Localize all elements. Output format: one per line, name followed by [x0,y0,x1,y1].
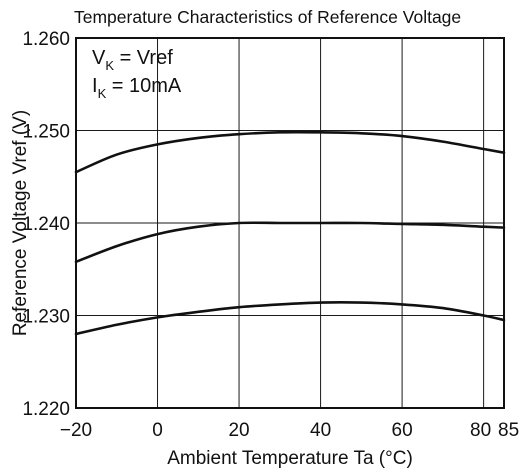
condition-ik: IK = 10mA [92,75,182,101]
x-tick-label: 40 [310,420,331,441]
condition-vk-value: = Vref [114,47,173,69]
y-tick-label: 1.230 [22,307,70,328]
condition-ik-subscript: K [98,86,107,101]
condition-vk: VK = Vref [92,47,173,73]
curves [74,130,506,336]
x-axis-title: Ambient Temperature Ta (°C) [167,448,413,469]
condition-ik-symbol: I [92,75,98,97]
x-tick-label: 60 [392,420,413,441]
chart-title: Temperature Characteristics of Reference… [74,7,461,27]
series-line-3 [74,301,506,336]
x-tick-labels: −20 0 20 40 60 80 85 [60,420,519,441]
y-axis-title: Reference Voltage Vref (V) [10,110,31,336]
y-tick-label: 1.220 [22,399,70,420]
x-tick-label: 80 [470,420,491,441]
condition-vk-subscript: K [105,58,114,73]
x-tick-label: 85 [498,420,519,441]
series-line-1 [74,130,506,174]
plot-frame [75,37,505,409]
y-tick-label: 1.240 [22,214,70,235]
x-tick-label: 0 [152,420,163,441]
condition-vk-symbol: V [92,47,106,69]
y-tick-label: 1.250 [22,122,70,143]
condition-ik-value: = 10mA [106,75,182,97]
y-tick-label: 1.260 [22,29,70,50]
x-tick-label: −20 [60,420,92,441]
series-line-2 [74,221,506,264]
y-tick-labels: 1.220 1.230 1.240 1.250 1.260 [22,29,70,420]
x-tick-label: 20 [228,420,249,441]
